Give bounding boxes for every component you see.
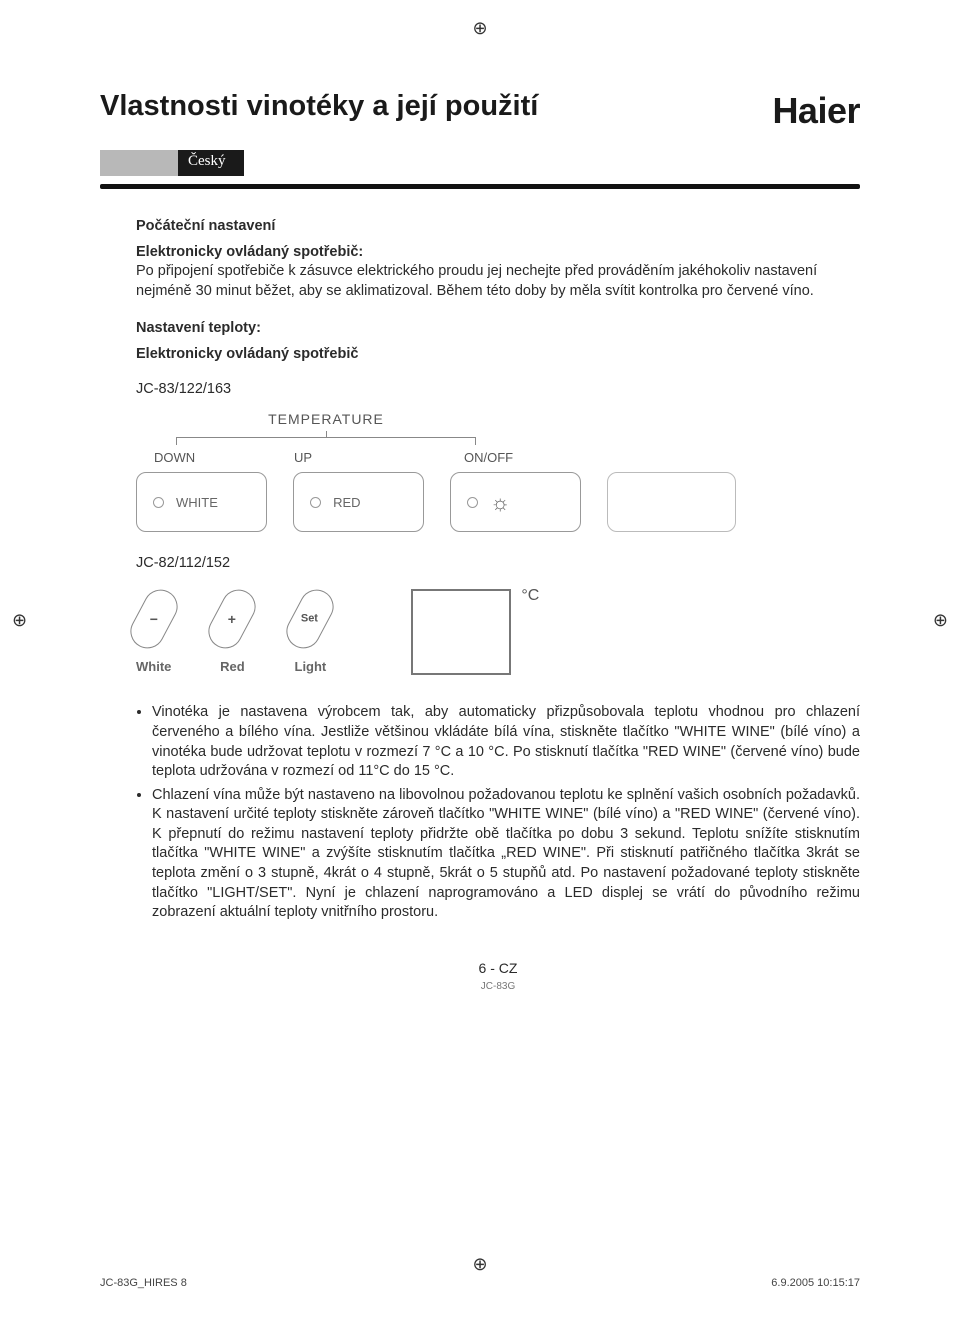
page-number: 6 - CZ — [136, 959, 860, 978]
section-heading: Nastavení teploty: — [136, 319, 860, 339]
list-item: Vinotéka je nastavena výrobcem tak, aby … — [152, 703, 860, 781]
lang-tab-label: Český — [178, 150, 244, 176]
divider — [100, 184, 860, 189]
minus-icon: − — [150, 609, 158, 628]
list-item: Chlazení vína může být nastaveno na libo… — [152, 786, 860, 923]
print-footer-left: JC-83G_HIRES 8 — [100, 1277, 187, 1289]
temperature-display — [411, 589, 511, 675]
registration-mark-icon: ⊕ — [12, 610, 27, 631]
content: Počáteční nastavení Elektronicky ovládan… — [100, 217, 860, 993]
bracket-icon — [176, 431, 476, 445]
button-label: RED — [333, 494, 360, 512]
section-heading: Počáteční nastavení — [136, 217, 860, 237]
page: ⊕ ⊕ ⊕ Vlastnosti vinotéky a její použití… — [0, 0, 960, 1321]
display-group: °C — [411, 589, 539, 675]
button-label: Red — [220, 658, 245, 676]
button-label: Light — [295, 658, 327, 676]
plus-icon: + — [228, 609, 236, 628]
control-panel-1: TEMPERATURE DOWN UP ON/OFF WHITE RED — [136, 410, 736, 532]
panel-group-label: TEMPERATURE — [196, 410, 456, 429]
registration-mark-icon: ⊕ — [472, 18, 487, 39]
led-icon — [153, 497, 164, 508]
button-label: White — [136, 658, 171, 676]
body-text: Po připojení spotřebiče k zásuvce elektr… — [136, 263, 817, 299]
header: Vlastnosti vinotéky a její použití Haier — [100, 90, 860, 132]
control-panel-2: − White + Red Set Light °C — [136, 588, 860, 676]
light-button[interactable]: ☼ — [450, 472, 581, 532]
unit-label: °C — [521, 585, 539, 607]
print-footer: JC-83G_HIRES 8 6.9.2005 10:15:17 — [100, 1277, 860, 1289]
language-tab: Český — [100, 150, 860, 176]
red-button[interactable]: + Red — [215, 588, 249, 676]
doc-id: JC-83G — [136, 980, 860, 994]
panel-buttons: WHITE RED ☼ — [136, 472, 736, 532]
print-footer-right: 6.9.2005 10:15:17 — [771, 1277, 860, 1289]
label-down: DOWN — [154, 449, 294, 467]
red-button[interactable]: RED — [293, 472, 424, 532]
lang-tab-gray — [100, 150, 178, 176]
model-label: JC-83/122/163 — [136, 380, 860, 400]
light-set-button[interactable]: Set Light — [293, 588, 327, 676]
brand-logo: Haier — [772, 90, 860, 132]
panel-labels: DOWN UP ON/OFF — [154, 449, 736, 467]
model-label: JC-82/112/152 — [136, 554, 860, 574]
set-label: Set — [302, 612, 319, 627]
page-title: Vlastnosti vinotéky a její použití — [100, 90, 538, 123]
lamp-icon: ☼ — [490, 488, 510, 518]
label-up: UP — [294, 449, 464, 467]
white-button[interactable]: − White — [136, 588, 171, 676]
button-label: WHITE — [176, 494, 218, 512]
sub-heading: Elektronicky ovládaný spotřebič: — [136, 244, 363, 260]
registration-mark-icon: ⊕ — [933, 610, 948, 631]
label-onoff: ON/OFF — [464, 449, 614, 467]
registration-mark-icon: ⊕ — [472, 1254, 487, 1275]
display-placeholder — [607, 472, 736, 532]
led-icon — [467, 497, 478, 508]
sub-heading: Elektronicky ovládaný spotřebič — [136, 345, 860, 365]
bullet-list: Vinotéka je nastavena výrobcem tak, aby … — [136, 703, 860, 922]
paragraph: Elektronicky ovládaný spotřebič: Po přip… — [136, 243, 860, 302]
white-button[interactable]: WHITE — [136, 472, 267, 532]
led-icon — [310, 497, 321, 508]
